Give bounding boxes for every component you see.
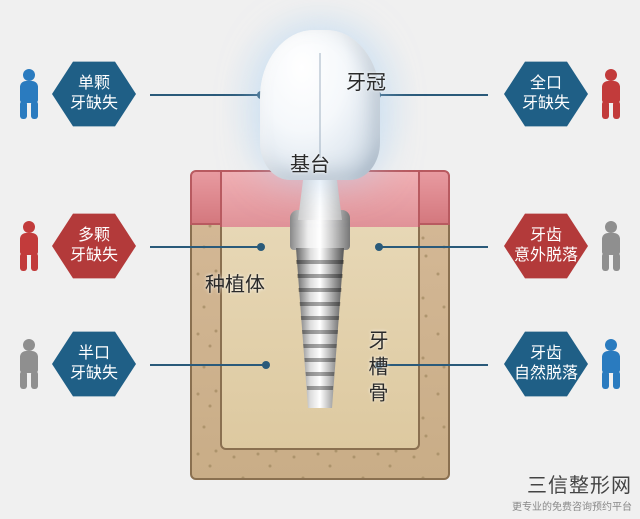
label-bone: 牙槽骨: [362, 330, 391, 408]
person-icon: [16, 221, 42, 271]
indication-badge: 半口牙缺失: [16, 328, 136, 400]
person-icon: [598, 339, 624, 389]
hex-badge: 半口牙缺失: [52, 328, 136, 400]
person-icon: [598, 221, 624, 271]
pointer-line: [378, 94, 488, 96]
label-crown: 牙冠: [346, 66, 386, 95]
watermark: 三信整形网 更专业的免费咨询预约平台: [512, 469, 632, 513]
pointer-line: [380, 364, 488, 366]
person-icon: [598, 69, 624, 119]
indication-badge: 牙齿自然脱落: [504, 328, 624, 400]
label-implant-body: 种植体: [205, 268, 265, 297]
hex-badge: 全口牙缺失: [504, 58, 588, 130]
label-abutment: 基台: [290, 148, 330, 177]
implant-illustration: [190, 10, 450, 490]
diagram-canvas: 牙冠 基台 种植体 牙槽骨 单颗牙缺失 多颗牙缺失 半口牙缺失 全口牙缺失 牙齿…: [0, 0, 640, 519]
indication-badge: 牙齿意外脱落: [504, 210, 624, 282]
pointer-line: [150, 246, 260, 248]
implant-screw: [290, 210, 350, 410]
hex-badge: 牙齿自然脱落: [504, 328, 588, 400]
pointer-line: [380, 246, 488, 248]
person-icon: [16, 69, 42, 119]
hex-badge: 单颗牙缺失: [52, 58, 136, 130]
hex-badge: 多颗牙缺失: [52, 210, 136, 282]
indication-badge: 单颗牙缺失: [16, 58, 136, 130]
pointer-line: [150, 94, 260, 96]
indication-badge: 多颗牙缺失: [16, 210, 136, 282]
hex-badge: 牙齿意外脱落: [504, 210, 588, 282]
watermark-tagline: 更专业的免费咨询预约平台: [512, 498, 632, 513]
person-icon: [16, 339, 42, 389]
watermark-brand: 三信整形网: [512, 469, 632, 498]
pointer-line: [150, 364, 265, 366]
indication-badge: 全口牙缺失: [504, 58, 624, 130]
